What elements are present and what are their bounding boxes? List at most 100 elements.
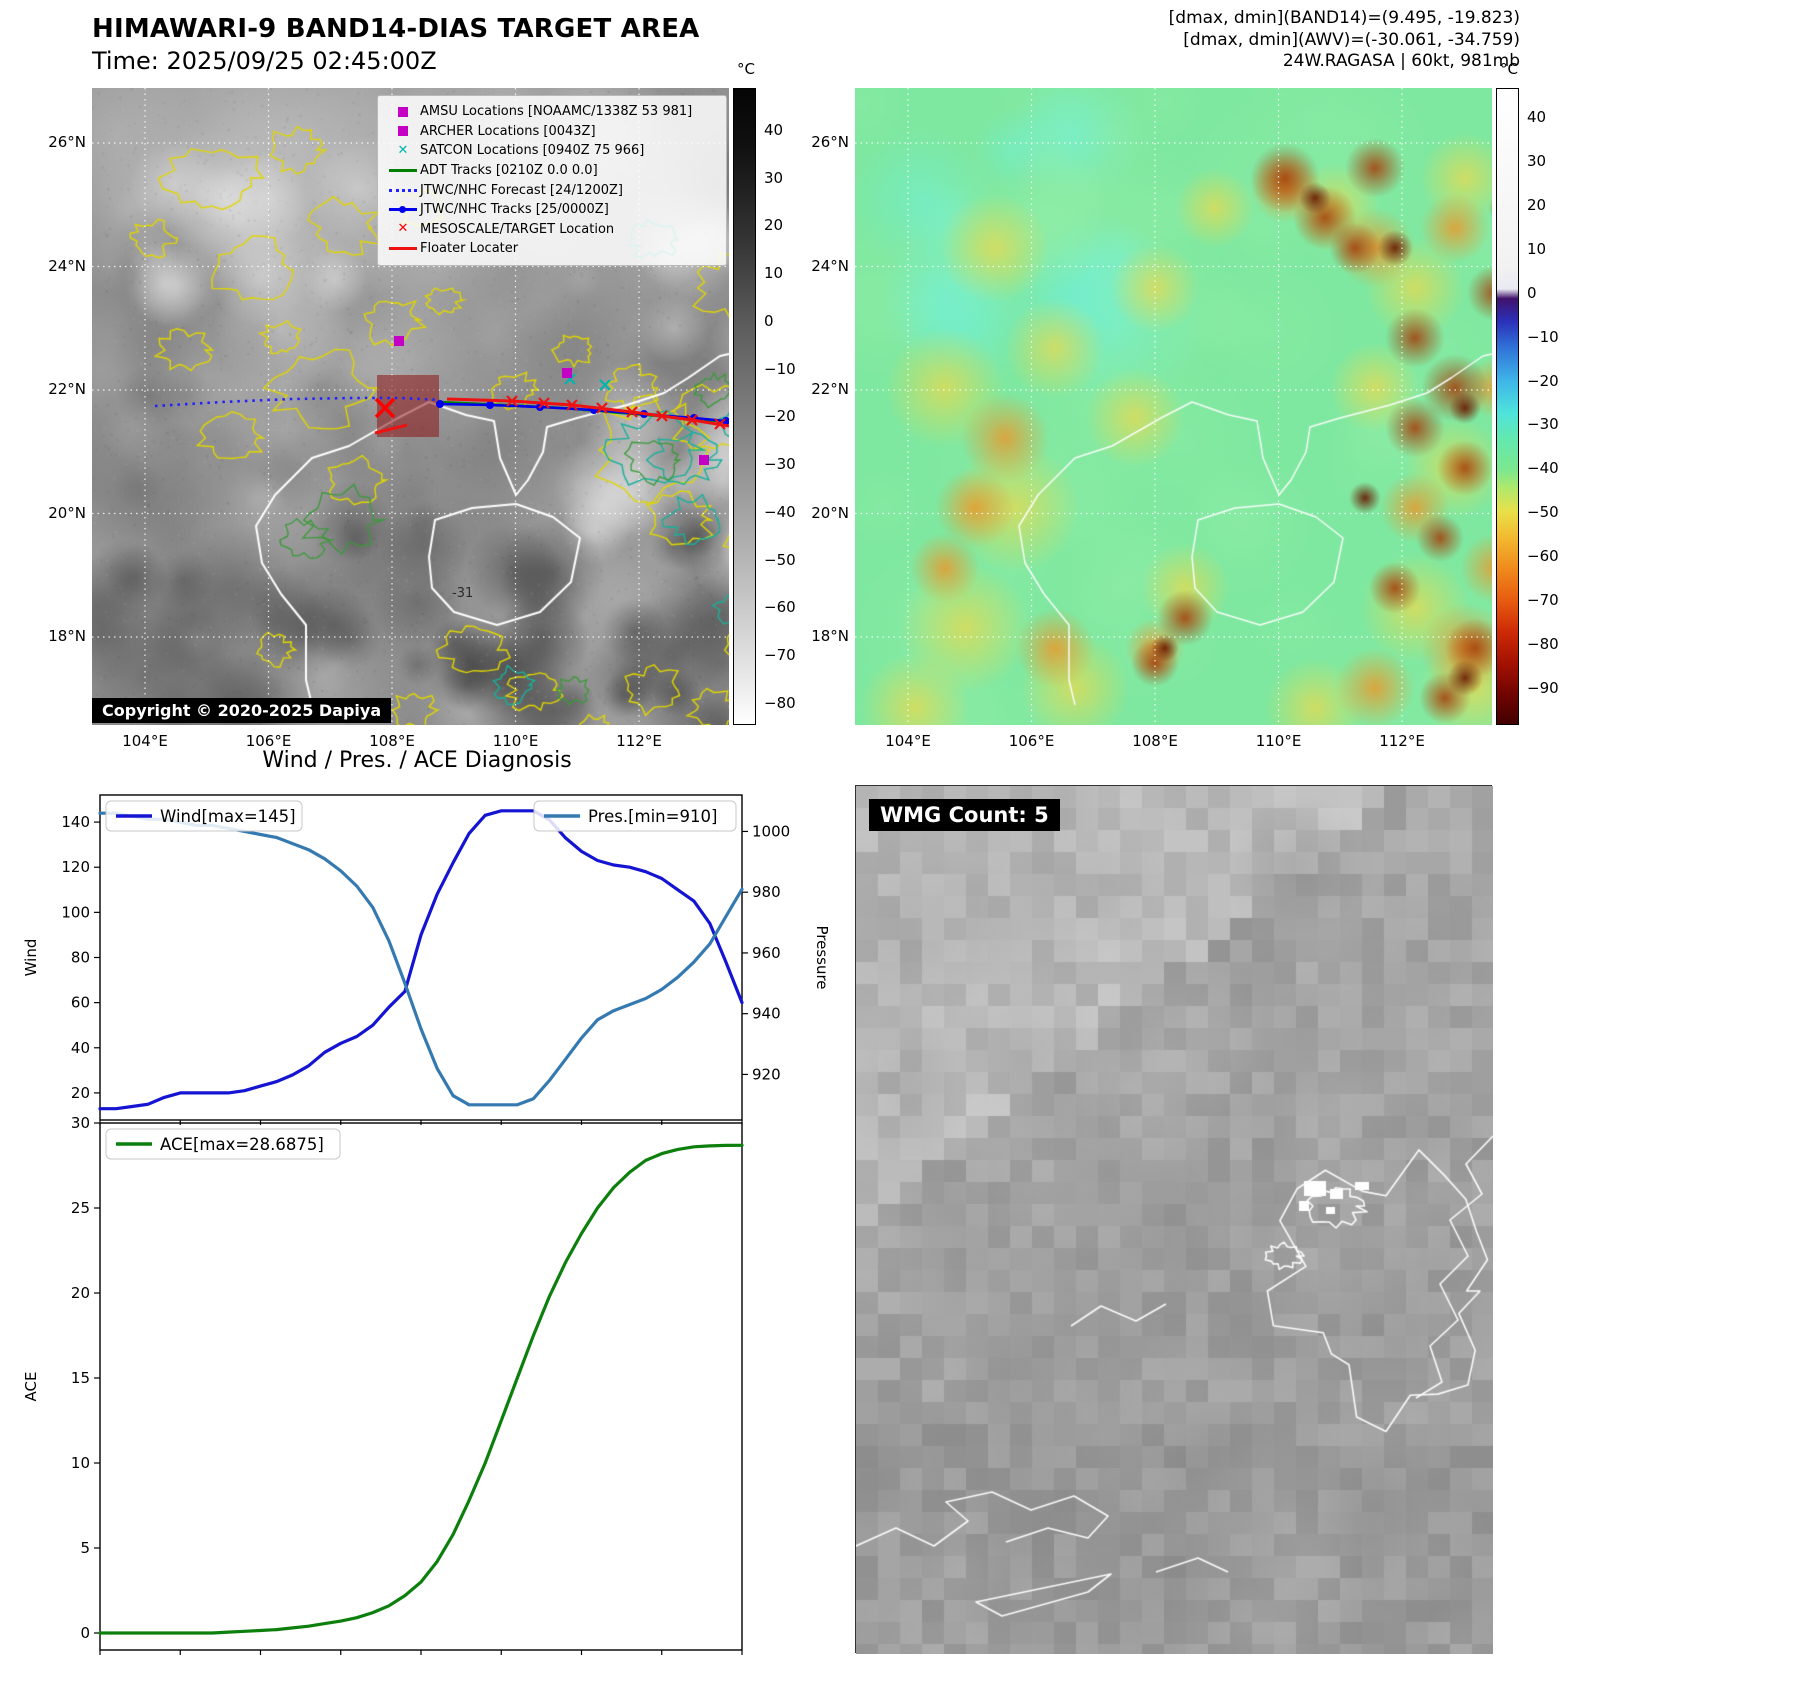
floater-x-marker [626,406,638,418]
axis-tick-label: 920 [752,1065,781,1083]
colorbar-tick-label: −10 [1527,327,1559,346]
wmg-count-label: WMG Count: 5 [869,799,1060,831]
colorbar-tick-label: −10 [764,359,796,378]
wind-axis-label: Wind [22,939,40,977]
legend-item: JTWC/NHC Forecast [24/1200Z] [386,180,718,200]
x-legend-icon: ✕ [397,221,409,237]
colorbar-tick-label: 20 [1527,195,1547,214]
colorbar-tick-label: 10 [764,264,784,283]
floater-x-marker [506,395,518,407]
legend-item-label: AMSU Locations [NOAAMC/1338Z 53 981] [420,104,693,120]
amsu-location-marker [699,455,709,465]
legend-item: ✕ MESOSCALE/TARGET Location [386,220,718,240]
lat-tick-label: 26°N [811,133,849,151]
band14-colorbar [733,88,756,725]
floater-x-marker [596,402,608,414]
square-legend-icon [386,126,420,137]
pressure-axis-label: Pressure [813,925,831,989]
colorbar-tick-label: 10 [1527,239,1547,258]
axis-tick-label: 960 [752,944,781,962]
legend-item-label: SATCON Locations [0940Z 75 966] [420,143,645,159]
awv-colorbar-ticks: 40 30 20 10 0 −10 −20 −30 −40 −50 −60 −70 −80 −90 [1527,88,1577,725]
satcon-marker [599,379,611,391]
colorbar-tick-label: 40 [764,121,784,140]
awv-colorbar [1496,88,1519,725]
colorbar-tick-label: −80 [1527,635,1559,654]
jtwc-forecast-track [154,396,441,408]
axis-tick-label: 10 [71,1454,90,1472]
colorbar-tick-label: −40 [764,502,796,521]
storm-id-intensity-text: 24W.RAGASA | 60kt, 981mb [1282,51,1520,71]
lat-tick-label: 18°N [48,627,86,645]
floater-x-marker [538,397,550,409]
axis-tick-label: 140 [61,813,90,831]
floater-track-segment [374,423,408,435]
line-dot-legend-icon [386,206,420,214]
awv-dmax-dmin-text: [dmax, dmin](AWV)=(-30.061, -34.759) [1183,29,1520,50]
axis-tick-label: 1000 [752,822,790,840]
band14-map-panel: AMSU Locations [NOAAMC/1338Z 53 981] ARCH… [48,88,729,750]
colorbar-tick-label: −20 [764,407,796,426]
lat-tick-label: 20°N [48,503,86,522]
header-stats: [dmax, dmin](BAND14)=(9.495, -19.823) [d… [1169,8,1520,73]
colorbar-tick-label: 20 [764,216,784,235]
amsu-location-marker [562,368,572,378]
legend-item: Floater Locater [386,239,718,259]
colorbar-tick-label: −90 [1527,679,1559,698]
axis-tick-label: 30 [71,1114,90,1132]
legend-item-label: JTWC/NHC Forecast [24/1200Z] [420,182,623,198]
colorbar-tick-label: 40 [1527,107,1547,126]
legend-item: ADT Tracks [0210Z 0.0 0.0] [386,161,718,181]
chart-legend-label: ACE[max=28.6875] [160,1135,324,1154]
colorbar-unit-label: °C [737,60,755,78]
lon-tick-label: 106°E [245,732,292,750]
axis-tick-label: 0 [80,1624,90,1642]
colorbar-unit-label: °C [1500,60,1518,78]
axis-tick-label: 25 [71,1199,90,1217]
axis-tick-label: 5 [80,1539,90,1557]
lat-tick-label: 20°N [811,503,849,522]
lat-tick-label: 26°N [48,133,86,151]
lat-tick-label: 18°N [811,627,849,645]
lon-tick-label: 108°E [369,732,415,750]
wind-pressure-plot-frame [99,794,743,1121]
colorbar-tick-label: 0 [1527,283,1537,302]
colorbar-tick-label: 30 [1527,151,1547,170]
colorbar-tick-label: −50 [764,550,796,569]
lon-tick-label: 106°E [1008,732,1055,750]
wmg-microwave-image [856,786,1493,1654]
colorbar-tick-label: −70 [1527,591,1559,610]
lat-tick-label: 24°N [811,256,849,275]
floater-x-marker [566,399,578,411]
figure-title: HIMAWARI-9 BAND14-DIAS TARGET AREA [92,14,700,44]
floater-x-marker [656,410,668,422]
lon-tick-label: 104°E [885,732,931,750]
band14-colorbar-ticks: 40 30 20 10 0 −10 −20 −30 −40 −50 −60 −70 −80 [764,88,814,725]
chart-legend-label: Pres.[min=910] [588,807,717,826]
series-ACE[max=28.6875] [98,1143,744,1635]
floater-x-marker [686,414,698,426]
colorbar-tick-label: −40 [1527,459,1559,478]
lon-tick-label: 110°E [492,732,539,750]
chart-legend-box [105,1128,341,1160]
legend-item-label: Floater Locater [420,241,519,257]
x-legend-icon: ✕ [397,142,409,158]
square-legend-icon [386,106,420,117]
axis-tick-label: 40 [71,1039,90,1057]
legend-item: AMSU Locations [NOAAMC/1338Z 53 981] [386,102,718,122]
axis-tick-label: 100 [61,903,90,921]
legend-item-label: JTWC/NHC Tracks [25/0000Z] [420,202,609,218]
ace-axis-label: ACE [22,1372,40,1402]
series-Wind[max=145] [98,809,744,1111]
legend-item-label: ARCHER Locations [0043Z] [420,123,596,139]
legend-item-label: MESOSCALE/TARGET Location [420,221,615,237]
line-legend-icon [386,169,420,173]
colorbar-tick-label: −50 [1527,503,1559,522]
awv-map-overlay [855,88,1492,725]
colorbar-tick-label: −20 [1527,371,1559,390]
awv-map-panel: 26°N 24°N 22°N 20°N 18°N 104°E 106°E 108°E 110°E… [811,88,1492,750]
lon-tick-label: 112°E [616,732,662,750]
colorbar-tick-label: −60 [764,598,796,617]
floater-x-marker [714,418,726,430]
mesoscale-target-marker [374,397,396,419]
